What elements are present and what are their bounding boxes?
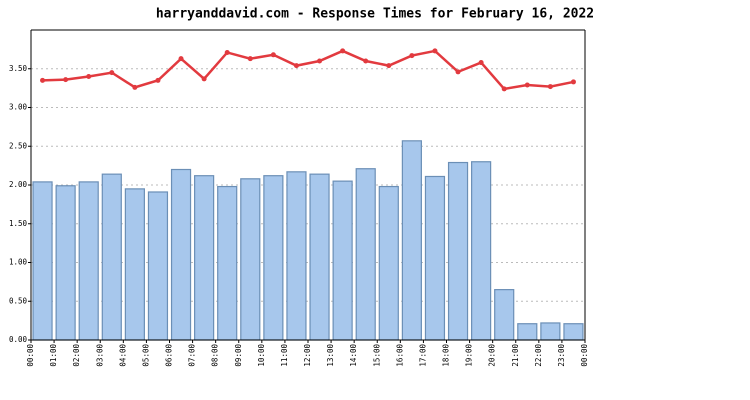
x-tick-label: 19:00 (465, 344, 474, 367)
line-point (317, 58, 323, 64)
line-point (455, 69, 461, 75)
bar (101, 173, 122, 341)
x-tick-label: 07:00 (188, 344, 197, 367)
bar (55, 185, 76, 341)
x-tick-label: 16:00 (395, 344, 404, 367)
line-point (178, 56, 184, 62)
y-tick-label: 0.00 (9, 335, 28, 344)
bar (378, 185, 399, 341)
line-point (570, 79, 576, 85)
bar (332, 180, 353, 341)
bar (424, 175, 446, 341)
line-point (224, 49, 230, 55)
y-tick-label: 1.00 (9, 258, 28, 267)
x-tick-label: 09:00 (234, 344, 243, 367)
line-point (201, 76, 207, 82)
bar (540, 322, 561, 341)
bar (517, 323, 538, 341)
bar (401, 140, 422, 341)
line-point (547, 84, 553, 90)
x-tick-label: 00:00 (580, 344, 589, 367)
x-tick-label: 14:00 (349, 344, 358, 367)
line-point (132, 84, 138, 90)
x-tick-label: 17:00 (418, 344, 427, 367)
chart-title: harryanddavid.com - Response Times for F… (156, 7, 594, 22)
x-tick-label: 01:00 (49, 344, 58, 367)
x-tick-label: 02:00 (72, 344, 81, 367)
x-tick-label: 10:00 (257, 344, 266, 367)
line-point (501, 86, 507, 92)
y-tick-label: 2.00 (9, 180, 28, 189)
x-tick-label: 15:00 (372, 344, 381, 367)
line-point (109, 70, 115, 76)
line-point (524, 82, 530, 88)
x-tick-label: 21:00 (511, 344, 520, 367)
x-tick-label: 13:00 (326, 344, 335, 367)
line-point (432, 48, 438, 54)
bar (309, 173, 330, 341)
bar (494, 289, 515, 341)
line-point (340, 48, 346, 54)
y-tick-label: 2.50 (9, 141, 28, 150)
bar (263, 175, 284, 341)
line-point (270, 52, 276, 58)
bar (563, 323, 584, 341)
bar (355, 168, 376, 341)
y-tick-label: 1.50 (9, 219, 28, 228)
line-point (40, 77, 46, 83)
x-tick-label: 12:00 (303, 344, 312, 367)
bar (32, 181, 53, 341)
line-point (478, 60, 484, 66)
x-tick-label: 08:00 (211, 344, 220, 367)
bar (124, 188, 145, 341)
line-point (247, 56, 253, 62)
line-point (386, 63, 392, 69)
x-tick-label: 05:00 (141, 344, 150, 367)
bar (217, 185, 238, 341)
bar (447, 161, 469, 341)
bar (286, 171, 307, 341)
x-tick-label: 04:00 (118, 344, 127, 367)
y-tick-label: 3.50 (9, 64, 28, 73)
bar (471, 161, 492, 341)
line-point (63, 77, 69, 83)
bar (194, 175, 215, 341)
y-tick-label: 0.50 (9, 296, 28, 305)
line-point (293, 63, 299, 69)
x-tick-label: 00:00 (26, 344, 35, 367)
bar (240, 178, 261, 341)
bar (78, 181, 99, 341)
x-tick-label: 06:00 (165, 344, 174, 367)
x-tick-label: 18:00 (442, 344, 451, 367)
bar (170, 168, 192, 341)
x-tick-label: 20:00 (488, 344, 497, 367)
line-point (155, 77, 161, 83)
x-tick-label: 22:00 (534, 344, 543, 367)
line-point (409, 53, 415, 59)
line-point (86, 74, 92, 79)
line (42, 49, 574, 91)
bar (147, 191, 169, 341)
y-tick-label: 3.00 (9, 103, 28, 112)
x-tick-label: 11:00 (280, 344, 289, 367)
line-point (363, 58, 369, 64)
x-tick-label: 03:00 (95, 344, 104, 367)
x-tick-label: 23:00 (557, 344, 566, 367)
